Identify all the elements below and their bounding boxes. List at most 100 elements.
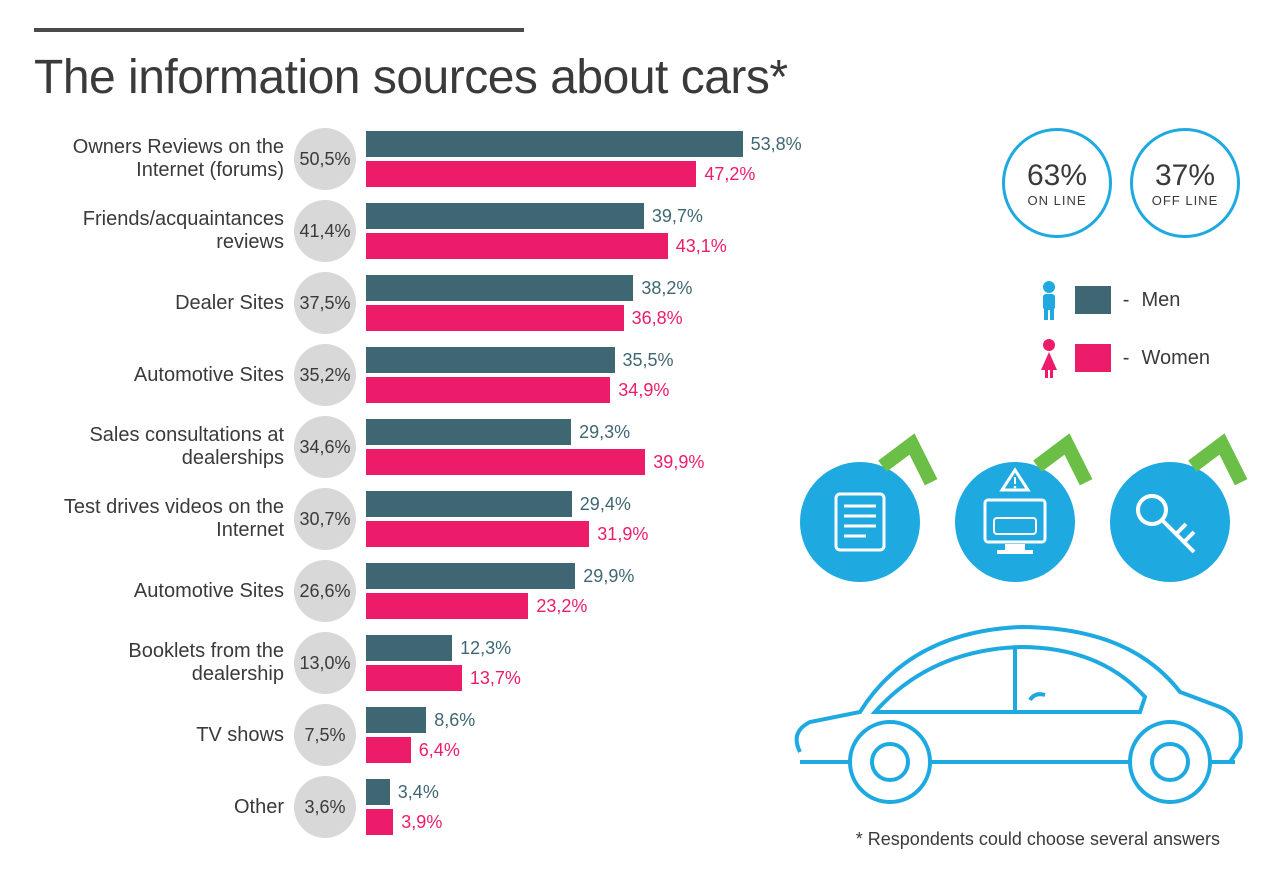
stat-circle-offline: 37% OFF LINE	[1130, 128, 1240, 238]
row-label: Automotive Sites	[34, 580, 294, 603]
bar-men	[366, 635, 452, 661]
page-title: The information sources about cars*	[34, 50, 788, 105]
overall-badge: 34,6%	[294, 416, 356, 478]
man-icon	[1035, 280, 1063, 320]
value-men: 35,5%	[623, 350, 674, 371]
row-label: Booklets from the dealership	[34, 640, 294, 686]
overall-badge: 26,6%	[294, 560, 356, 622]
check-icon	[888, 444, 928, 476]
overall-badge: 7,5%	[294, 704, 356, 766]
value-men: 12,3%	[460, 638, 511, 659]
row-label: TV shows	[34, 724, 294, 747]
chart-row: Booklets from the dealership13,0% 12,3% 13…	[34, 632, 834, 694]
value-women: 34,9%	[618, 380, 669, 401]
bars: 53,8% 47,2%	[366, 131, 834, 187]
overall-badge: 30,7%	[294, 488, 356, 550]
footnote: * Respondents could choose several answe…	[856, 829, 1220, 850]
chart-row: Owners Reviews on the Internet (forums)5…	[34, 128, 834, 190]
value-women: 6,4%	[419, 740, 460, 761]
value-women: 3,9%	[401, 812, 442, 833]
bar-women	[366, 593, 528, 619]
bars: 3,4% 3,9%	[366, 779, 834, 835]
bars: 29,4% 31,9%	[366, 491, 834, 547]
chart-row: Automotive Sites26,6% 29,9% 23,2%	[34, 560, 834, 622]
row-label: Owners Reviews on the Internet (forums)	[34, 136, 294, 182]
overall-badge: 37,5%	[294, 272, 356, 334]
bar-men	[366, 347, 615, 373]
value-women: 43,1%	[676, 236, 727, 257]
swatch-men	[1075, 286, 1111, 314]
chart-row: Other3,6% 3,4% 3,9%	[34, 776, 834, 838]
legend-row-women: - Women	[1035, 338, 1210, 378]
chart-row: Dealer Sites37,5% 38,2% 36,8%	[34, 272, 834, 334]
value-men: 29,3%	[579, 422, 630, 443]
stat-label: ON LINE	[1027, 193, 1086, 208]
overall-badge: 41,4%	[294, 200, 356, 262]
chart-row: TV shows7,5% 8,6% 6,4%	[34, 704, 834, 766]
bar-women	[366, 161, 696, 187]
value-men: 29,9%	[583, 566, 634, 587]
bar-women	[366, 233, 668, 259]
value-men: 8,6%	[434, 710, 475, 731]
value-women: 39,9%	[653, 452, 704, 473]
row-label: Sales consultations at dealerships	[34, 424, 294, 470]
bar-men	[366, 203, 644, 229]
check-icon	[1043, 444, 1083, 476]
stat-circle-online: 63% ON LINE	[1002, 128, 1112, 238]
bars: 29,9% 23,2%	[366, 563, 834, 619]
value-men: 3,4%	[398, 782, 439, 803]
check-icon	[1198, 444, 1238, 476]
value-women: 47,2%	[704, 164, 755, 185]
stat-circles: 63% ON LINE 37% OFF LINE	[1002, 128, 1240, 238]
value-men: 29,4%	[580, 494, 631, 515]
bar-men	[366, 707, 426, 733]
bars: 39,7% 43,1%	[366, 203, 834, 259]
legend-label-men: Men	[1141, 289, 1180, 312]
bar-men	[366, 419, 571, 445]
bar-women	[366, 305, 624, 331]
overall-badge: 50,5%	[294, 128, 356, 190]
legend-row-men: - Men	[1035, 280, 1210, 320]
value-women: 31,9%	[597, 524, 648, 545]
stat-value: 37%	[1155, 159, 1215, 193]
chart-row: Sales consultations at dealerships34,6%2…	[34, 416, 834, 478]
row-label: Dealer Sites	[34, 292, 294, 315]
overall-badge: 13,0%	[294, 632, 356, 694]
legend-label-women: Women	[1141, 347, 1210, 370]
bar-women	[366, 809, 393, 835]
bar-men	[366, 491, 572, 517]
bars: 8,6% 6,4%	[366, 707, 834, 763]
chart-row: Friends/acquaintances reviews41,4% 39,7% 4…	[34, 200, 834, 262]
bar-women	[366, 449, 645, 475]
overall-badge: 3,6%	[294, 776, 356, 838]
woman-icon	[1035, 338, 1063, 378]
title-rule	[34, 28, 524, 32]
legend-sep: -	[1123, 347, 1130, 370]
value-men: 39,7%	[652, 206, 703, 227]
bar-men	[366, 779, 390, 805]
bar-women	[366, 377, 610, 403]
bars: 12,3% 13,7%	[366, 635, 834, 691]
bar-women	[366, 737, 411, 763]
overall-badge: 35,2%	[294, 344, 356, 406]
value-men: 53,8%	[751, 134, 802, 155]
row-label: Other	[34, 796, 294, 819]
row-label: Friends/acquaintances reviews	[34, 208, 294, 254]
value-women: 23,2%	[536, 596, 587, 617]
value-women: 36,8%	[632, 308, 683, 329]
car-illustration	[780, 432, 1250, 812]
legend: - Men - Women	[1035, 280, 1210, 378]
swatch-women	[1075, 344, 1111, 372]
bar-men	[366, 275, 633, 301]
value-men: 38,2%	[641, 278, 692, 299]
bars: 38,2% 36,8%	[366, 275, 834, 331]
bar-women	[366, 665, 462, 691]
bar-men	[366, 131, 743, 157]
bar-men	[366, 563, 575, 589]
bars: 29,3% 39,9%	[366, 419, 834, 475]
bars: 35,5% 34,9%	[366, 347, 834, 403]
stat-value: 63%	[1027, 159, 1087, 193]
stat-label: OFF LINE	[1152, 193, 1219, 208]
value-women: 13,7%	[470, 668, 521, 689]
chart-row: Test drives videos on the Internet30,7%2…	[34, 488, 834, 550]
